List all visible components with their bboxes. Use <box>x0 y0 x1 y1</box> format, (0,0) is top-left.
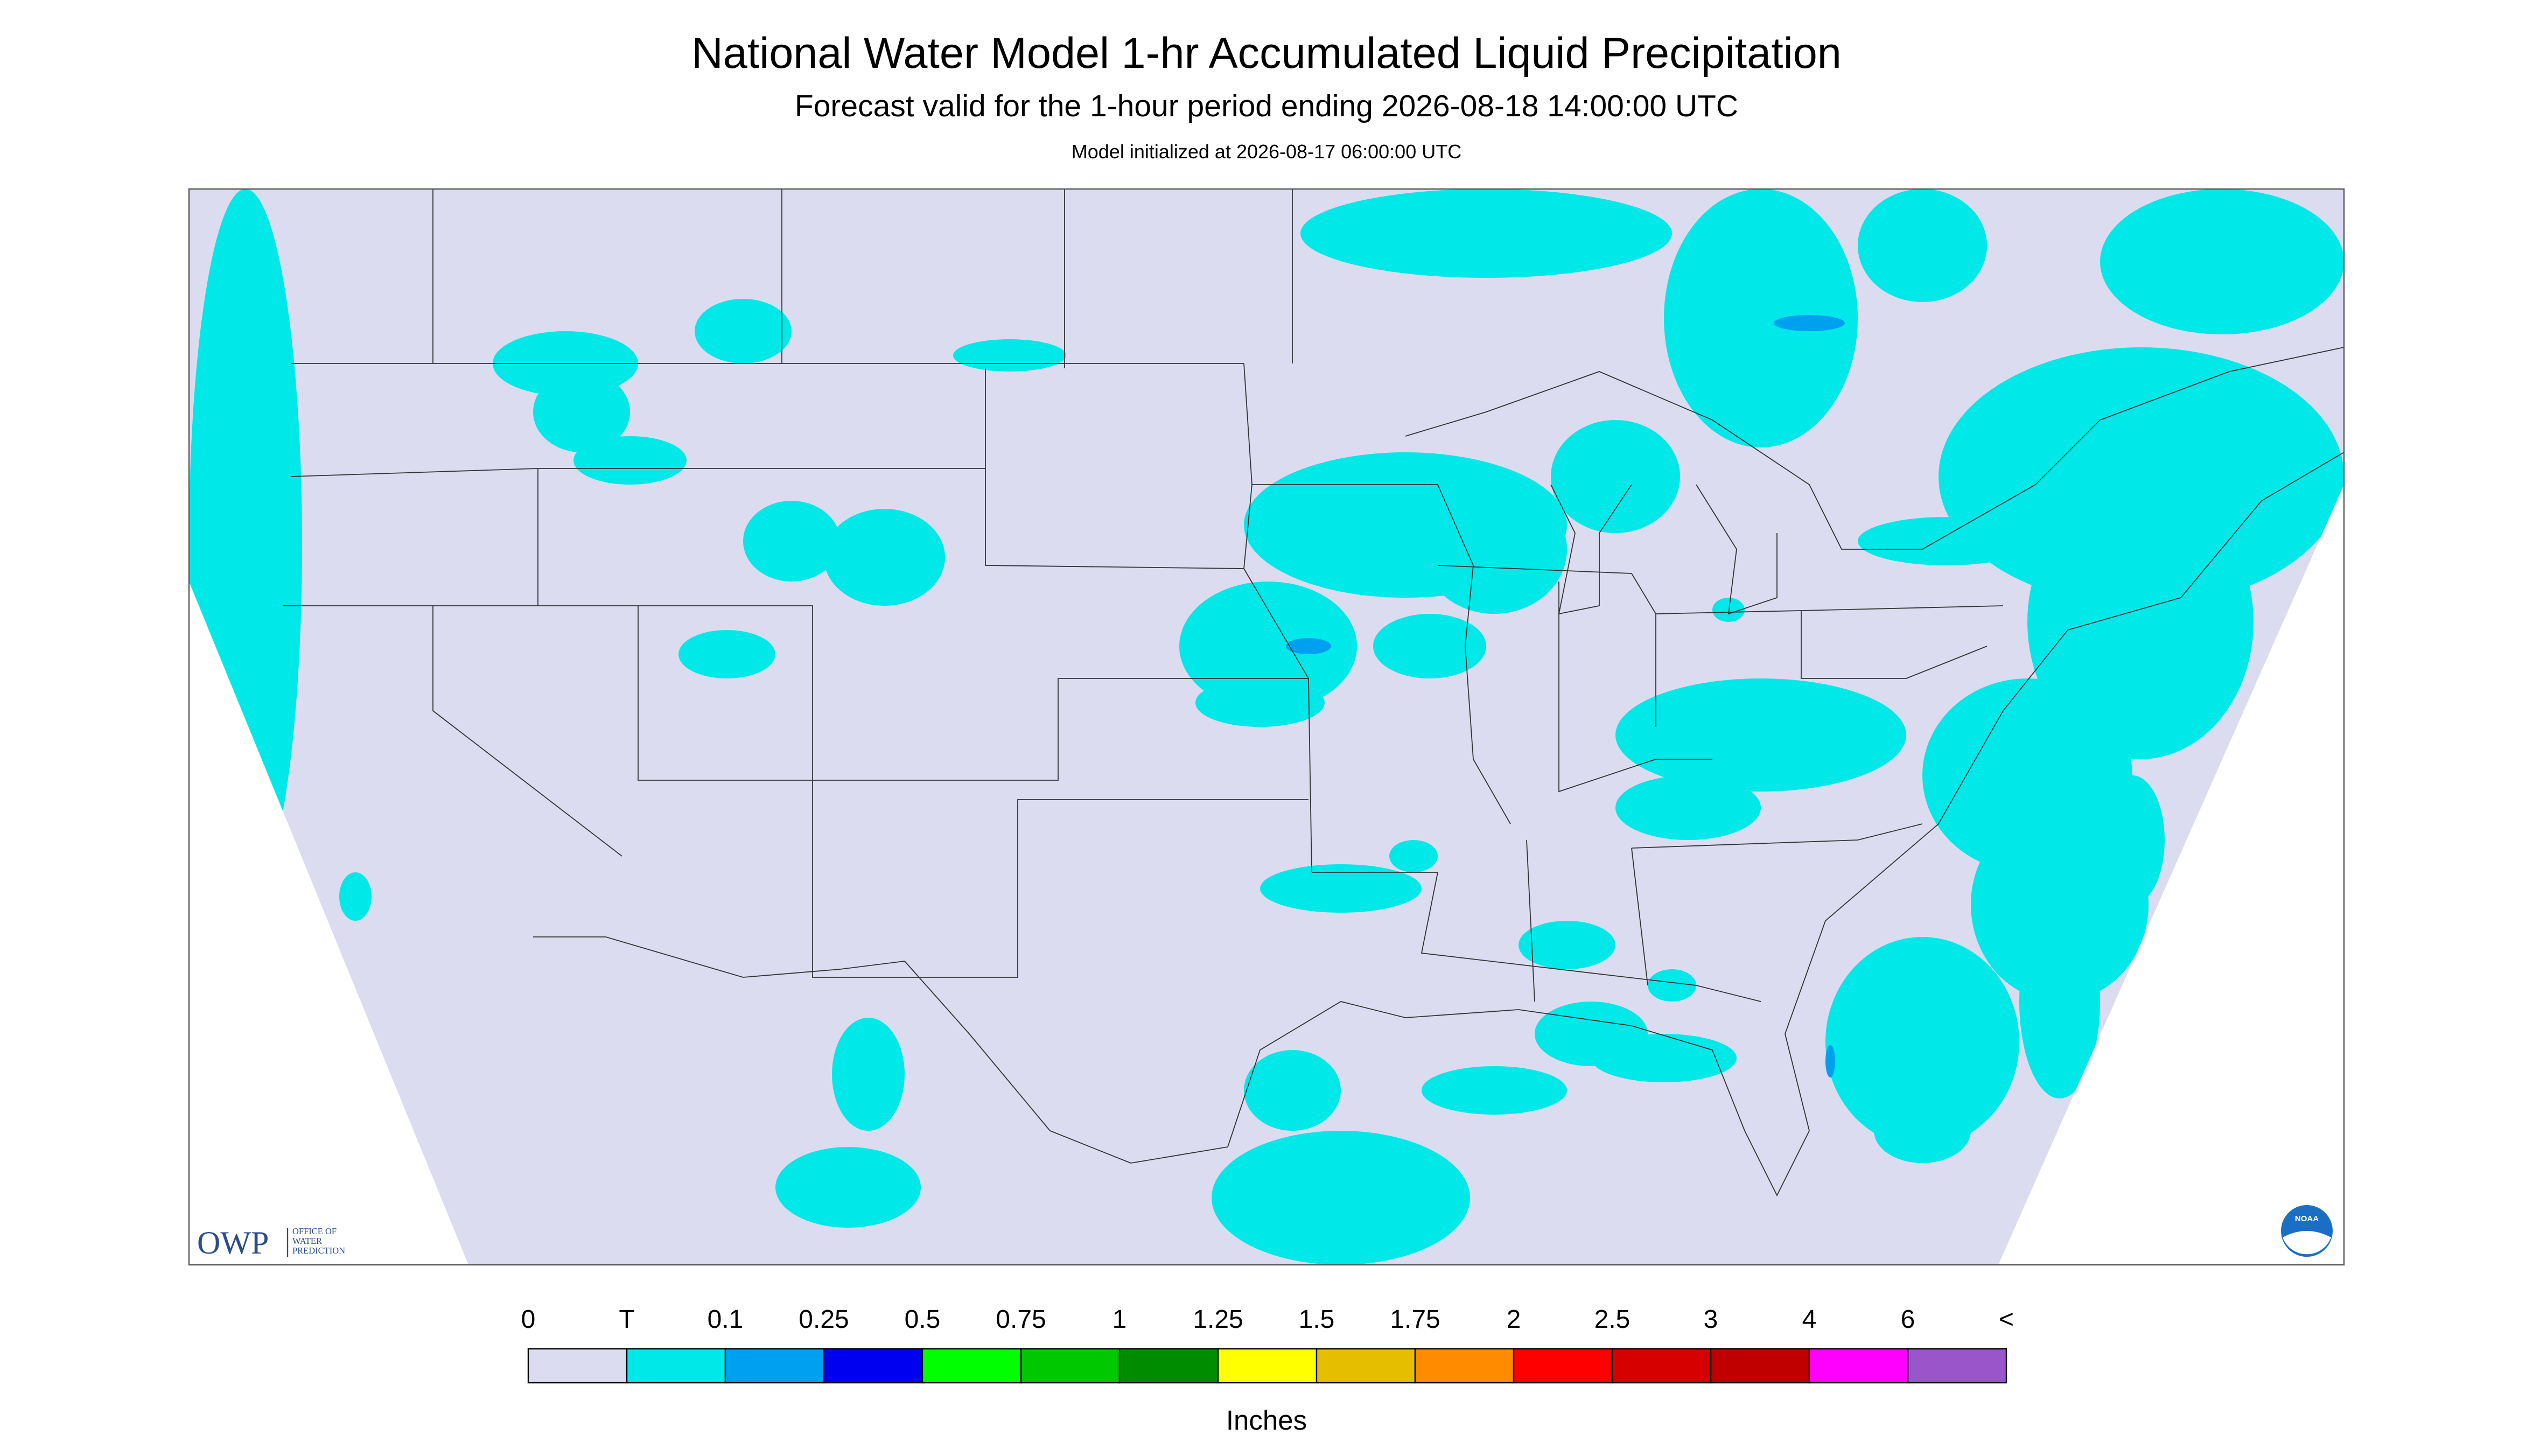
legend-label: 0.1 <box>708 1305 744 1334</box>
owp-logo: OWP <box>197 1225 269 1261</box>
precip-area <box>1422 485 1567 614</box>
legend-label: 1.25 <box>1193 1305 1243 1334</box>
legend-label: 0.75 <box>996 1305 1046 1334</box>
legend-label: 3 <box>1704 1305 1718 1334</box>
border <box>1243 363 2004 1002</box>
legend-label: 4 <box>1802 1305 1817 1334</box>
borders <box>283 189 2344 1197</box>
precip-area <box>1300 189 1672 278</box>
precip-area <box>824 509 945 606</box>
legend-swatch <box>1513 1348 1613 1384</box>
precip-area <box>1648 969 1696 1002</box>
legend-swatch <box>823 1348 923 1384</box>
legend-swatch <box>1611 1348 1712 1384</box>
init-note: Model initialized at 2026-08-17 06:00:00… <box>1072 141 1461 163</box>
legend-swatch <box>724 1348 825 1384</box>
noaa-logo-text: NOAA <box>2295 1214 2319 1223</box>
legend-swatch <box>1316 1348 1416 1384</box>
legend-swatch <box>1020 1348 1121 1384</box>
precip-area <box>1858 517 2035 566</box>
legend-label: 2 <box>1507 1305 1521 1334</box>
precip-area <box>1260 864 1422 913</box>
legend-swatch <box>1217 1348 1318 1384</box>
precip-area <box>695 299 792 364</box>
legend-label: 1.5 <box>1299 1305 1335 1334</box>
precip-area <box>1874 1098 1971 1164</box>
legend-label: 0.25 <box>799 1305 849 1334</box>
map-domain <box>189 189 2344 1265</box>
precip-area <box>2027 485 2254 760</box>
border <box>1405 347 2344 550</box>
legend-label: 0 <box>521 1305 536 1334</box>
precip-area <box>1389 840 1438 873</box>
precip-area <box>1212 1131 1470 1265</box>
legend-swatch <box>1414 1348 1515 1384</box>
precip-area <box>953 339 1066 372</box>
border <box>283 368 1312 978</box>
legend-swatch <box>1118 1348 1219 1384</box>
precip-area <box>1664 189 1858 448</box>
precip-area <box>1712 598 1745 622</box>
legend-label: < <box>1999 1305 2014 1334</box>
legend-label: 0.5 <box>905 1305 941 1334</box>
border <box>291 189 1293 369</box>
precip-area <box>2100 775 2165 905</box>
owp-logo-text: OFFICE OF <box>292 1226 337 1236</box>
precip-area <box>2019 905 2100 1099</box>
precip-area <box>339 872 372 921</box>
precip-area <box>832 1018 905 1131</box>
precip-area-heavier <box>1825 1045 1835 1078</box>
legend-label: 2.5 <box>1594 1305 1631 1334</box>
title: National Water Model 1-hr Accumulated Li… <box>691 29 1842 78</box>
precip-area <box>2100 189 2344 335</box>
coastline <box>533 452 2344 1197</box>
owp-logo-text: WATER <box>292 1236 322 1246</box>
precip-area <box>1939 347 2344 606</box>
legend-swatch <box>1710 1348 1810 1384</box>
precip-field <box>189 189 2344 1265</box>
precip-area <box>1591 1034 1737 1083</box>
subtitle: Forecast valid for the 1-hour period end… <box>795 89 1738 123</box>
precip-area <box>743 501 840 582</box>
legend-swatch <box>626 1348 726 1384</box>
map-frame <box>188 188 2345 1266</box>
precip-area-heavier <box>1774 315 1845 332</box>
legend-swatch <box>1808 1348 1909 1384</box>
lake-shore <box>1550 484 1778 615</box>
legend-units: Inches <box>1226 1405 1307 1436</box>
legend-swatch <box>921 1348 1022 1384</box>
owp-logo-text: PREDICTION <box>292 1245 345 1256</box>
precip-area <box>1551 420 1680 534</box>
precip-area <box>1422 1066 1567 1115</box>
legend-label: 1.75 <box>1390 1305 1440 1334</box>
precip-area <box>1519 921 1615 970</box>
noaa-logo-wave <box>2283 1231 2331 1255</box>
precip-area <box>1825 937 2019 1147</box>
legend-label: T <box>619 1305 634 1334</box>
precip-area-heavier <box>1286 638 1331 655</box>
map: OWP OFFICE OF WATER PREDICTION NOAA <box>188 188 2345 1266</box>
precip-area <box>533 372 630 453</box>
legend-swatch <box>527 1348 628 1384</box>
precip-area <box>775 1147 921 1228</box>
precip-area <box>678 630 775 679</box>
legend: 0 T 0.1 0.25 0.5 0.75 1 1.25 1.5 1.75 2 2.5 3 4 6 < <box>521 1305 2014 1384</box>
precip-area <box>1615 678 1906 792</box>
precip-area <box>1195 678 1325 727</box>
legend-label: 6 <box>1901 1305 1915 1334</box>
legend-swatch <box>1907 1348 2007 1384</box>
precip-area <box>1858 189 1987 303</box>
precip-area <box>1615 775 1761 841</box>
legend-label: 1 <box>1112 1305 1127 1334</box>
precip-area <box>1244 1050 1341 1131</box>
precip-area <box>1373 614 1486 679</box>
